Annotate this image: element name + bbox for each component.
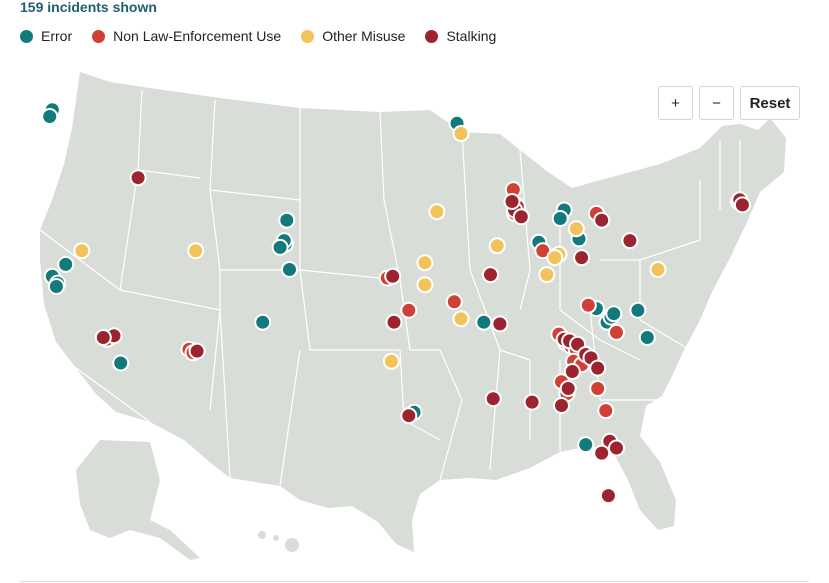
incident-marker-error[interactable] [41, 108, 59, 125]
incident-marker-misuse[interactable] [452, 310, 470, 328]
incident-marker-misuse[interactable] [538, 266, 556, 284]
hawaii-island-2 [273, 535, 279, 541]
incident-marker-stalking[interactable] [593, 444, 611, 462]
bottom-divider [20, 581, 809, 582]
incident-marker-nonle[interactable] [589, 380, 607, 397]
incident-marker-nonle[interactable] [445, 293, 463, 311]
incident-marker-error[interactable] [629, 301, 647, 319]
incident-marker-error[interactable] [638, 329, 656, 346]
incident-marker-nonle[interactable] [400, 301, 418, 319]
incident-marker-misuse[interactable] [452, 125, 470, 142]
legend-item-stalking[interactable]: Stalking [425, 28, 496, 44]
incident-marker-stalking[interactable] [503, 193, 521, 210]
incident-marker-misuse[interactable] [567, 220, 585, 238]
legend-label-error: Error [41, 28, 73, 44]
zoom-out-button[interactable]: − [699, 86, 734, 120]
incident-marker-stalking[interactable] [563, 363, 581, 380]
legend-dot-error [20, 29, 33, 43]
legend-dot-other-misuse [301, 29, 315, 43]
incident-marker-stalking[interactable] [523, 393, 541, 411]
incident-marker-stalking[interactable] [400, 407, 418, 425]
us-map[interactable] [0, 60, 829, 583]
legend: Error Non Law-Enforcement Use Other Misu… [20, 28, 516, 44]
incident-marker-error[interactable] [57, 255, 75, 273]
incident-marker-stalking[interactable] [559, 380, 577, 397]
incident-marker-stalking[interactable] [593, 211, 611, 229]
incident-marker-error[interactable] [605, 305, 623, 323]
hawaii-island-1 [258, 531, 266, 539]
incident-marker-nonle[interactable] [597, 402, 615, 420]
incident-marker-error[interactable] [47, 278, 65, 295]
incident-marker-stalking[interactable] [512, 208, 530, 226]
hawaii-island-3 [285, 538, 299, 552]
incident-marker-misuse[interactable] [187, 242, 205, 260]
legend-dot-non-law-enforcement [92, 29, 106, 43]
zoom-in-button[interactable]: + [658, 86, 693, 120]
incident-marker-stalking[interactable] [384, 267, 402, 285]
legend-item-non-law-enforcement[interactable]: Non Law-Enforcement Use [92, 28, 281, 44]
reset-button[interactable]: Reset [740, 86, 800, 120]
incident-marker-stalking[interactable] [733, 196, 751, 214]
incident-marker-stalking[interactable] [482, 266, 499, 284]
incident-marker-stalking[interactable] [608, 439, 625, 457]
incident-marker-misuse[interactable] [649, 261, 667, 278]
incident-marker-stalking[interactable] [484, 390, 502, 408]
incident-marker-misuse[interactable] [546, 249, 564, 267]
incident-marker-stalking[interactable] [385, 313, 403, 331]
incident-marker-error[interactable] [254, 313, 272, 331]
incident-count: 159 incidents shown [20, 0, 157, 15]
incident-marker-error[interactable] [271, 238, 289, 256]
incident-marker-error[interactable] [577, 436, 595, 454]
alaska-shape [76, 440, 200, 560]
incident-marker-stalking[interactable] [491, 315, 509, 333]
incident-marker-stalking[interactable] [94, 329, 112, 346]
incident-marker-stalking[interactable] [188, 342, 206, 360]
incident-markers [41, 101, 751, 505]
incident-marker-error[interactable] [112, 354, 130, 372]
legend-dot-stalking [425, 29, 439, 43]
incident-marker-stalking[interactable] [129, 169, 147, 187]
incident-marker-nonle[interactable] [579, 296, 597, 314]
incident-marker-misuse[interactable] [382, 352, 400, 370]
incident-marker-stalking[interactable] [599, 487, 617, 505]
legend-label-other-misuse: Other Misuse [322, 28, 406, 44]
legend-label-non-law-enforcement: Non Law-Enforcement Use [113, 28, 282, 44]
legend-label-stalking: Stalking [446, 28, 497, 44]
incident-marker-misuse[interactable] [488, 237, 506, 255]
legend-item-other-misuse[interactable]: Other Misuse [301, 28, 405, 44]
incident-marker-stalking[interactable] [621, 232, 639, 250]
incident-marker-stalking[interactable] [589, 359, 607, 377]
incident-marker-misuse[interactable] [416, 254, 434, 272]
incident-marker-misuse[interactable] [416, 276, 434, 294]
incident-marker-error[interactable] [281, 261, 298, 278]
incident-marker-error[interactable] [278, 211, 296, 229]
incident-marker-stalking[interactable] [553, 397, 570, 414]
incident-marker-error[interactable] [551, 210, 569, 227]
incident-marker-stalking[interactable] [573, 249, 591, 267]
incident-marker-error[interactable] [475, 313, 493, 331]
legend-item-error[interactable]: Error [20, 28, 72, 44]
incident-marker-misuse[interactable] [73, 242, 91, 260]
incident-marker-nonle[interactable] [608, 323, 625, 341]
incident-marker-misuse[interactable] [428, 203, 446, 221]
